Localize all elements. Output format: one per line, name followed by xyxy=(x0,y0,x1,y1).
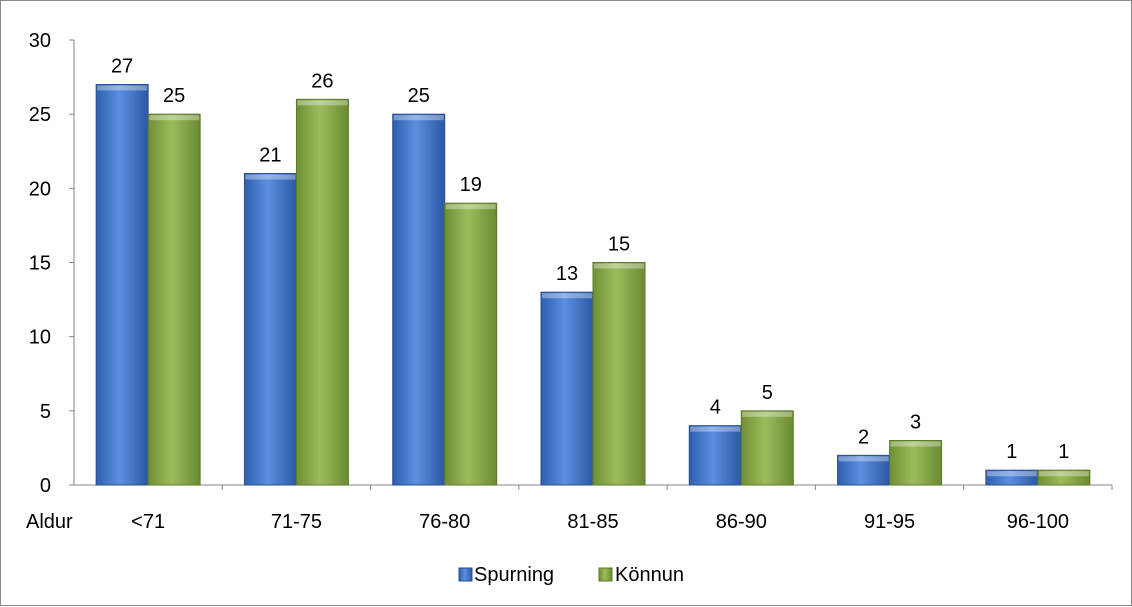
bar-body xyxy=(444,202,498,486)
bar xyxy=(243,173,297,486)
x-tick-label: 81-85 xyxy=(567,511,618,533)
bar-bevel xyxy=(690,426,741,432)
y-tick-label: 15 xyxy=(29,253,51,275)
bar-body xyxy=(592,262,646,486)
y-tick-label: 20 xyxy=(29,178,51,200)
bar-body xyxy=(392,113,446,486)
data-label: 5 xyxy=(762,382,773,404)
data-label: 27 xyxy=(111,56,133,78)
bar-bevel xyxy=(297,100,348,106)
y-tick-label: 25 xyxy=(29,104,51,126)
bar xyxy=(837,454,891,486)
bar-bevel xyxy=(594,263,644,269)
bar xyxy=(592,262,646,486)
bar-body xyxy=(889,440,943,486)
data-label: 21 xyxy=(259,145,281,167)
bar xyxy=(688,425,742,486)
bar-bevel xyxy=(445,204,496,210)
bar-body xyxy=(147,113,201,486)
data-label: 13 xyxy=(556,263,578,285)
legend-swatch-konnun xyxy=(598,567,613,582)
bar xyxy=(444,202,498,486)
data-label: 1 xyxy=(1058,441,1069,463)
bar-body xyxy=(95,84,149,486)
bar-body xyxy=(295,98,349,486)
bar-bevel xyxy=(149,115,200,121)
data-label: 26 xyxy=(311,70,333,92)
data-label: 4 xyxy=(710,397,721,419)
bar xyxy=(540,291,594,486)
x-axis-title: Aldur xyxy=(26,511,73,533)
bar-body xyxy=(740,410,794,486)
bar-bevel xyxy=(986,471,1037,477)
y-tick-label: 0 xyxy=(40,475,51,497)
x-tick-label: 86-90 xyxy=(716,511,767,533)
y-tick-label: 30 xyxy=(29,30,51,52)
y-tick-label: 5 xyxy=(40,401,51,423)
bar-bevel xyxy=(97,85,148,91)
bar-bevel xyxy=(542,293,592,299)
legend-swatch-spurning xyxy=(458,567,473,582)
legend-label-spurning: Spurning xyxy=(474,564,554,586)
bar xyxy=(147,113,201,486)
x-tick-label: 96-100 xyxy=(1007,511,1069,533)
y-tick-label: 10 xyxy=(29,327,51,349)
x-tick-label: 71-75 xyxy=(271,511,322,533)
bar xyxy=(95,84,149,486)
bar-bevel xyxy=(393,115,444,121)
legend-label-konnun: Könnun xyxy=(615,564,684,586)
bar-body xyxy=(540,291,594,486)
bar-body xyxy=(688,425,742,486)
bar xyxy=(1037,469,1091,486)
bar xyxy=(985,469,1039,486)
bar-body xyxy=(1037,469,1091,486)
legend: Spurning Könnun xyxy=(458,564,684,586)
data-labels: 27 25 21 26 25 19 13 15 4 5 2 3 1 1 xyxy=(111,56,1069,464)
bar-bevel xyxy=(1038,471,1089,477)
bar xyxy=(889,440,943,486)
data-label: 19 xyxy=(460,174,482,196)
data-label: 25 xyxy=(408,85,430,107)
data-label: 15 xyxy=(608,234,630,256)
bar-body xyxy=(243,173,297,486)
bar-bevel xyxy=(890,441,941,447)
x-tick-label: 91-95 xyxy=(864,511,915,533)
bar-body xyxy=(837,454,891,486)
bar xyxy=(740,410,794,486)
bar-bevel xyxy=(742,411,793,417)
bar-bevel xyxy=(245,174,296,180)
x-tick-label: 76-80 xyxy=(419,511,470,533)
data-label: 25 xyxy=(163,85,185,107)
data-label: 3 xyxy=(910,412,921,434)
bars xyxy=(95,84,1091,486)
x-tick-label: <71 xyxy=(131,511,165,533)
bar-bevel xyxy=(838,456,889,462)
data-label: 1 xyxy=(1006,441,1017,463)
bar xyxy=(392,113,446,486)
bar xyxy=(295,98,349,486)
data-label: 2 xyxy=(858,426,869,448)
